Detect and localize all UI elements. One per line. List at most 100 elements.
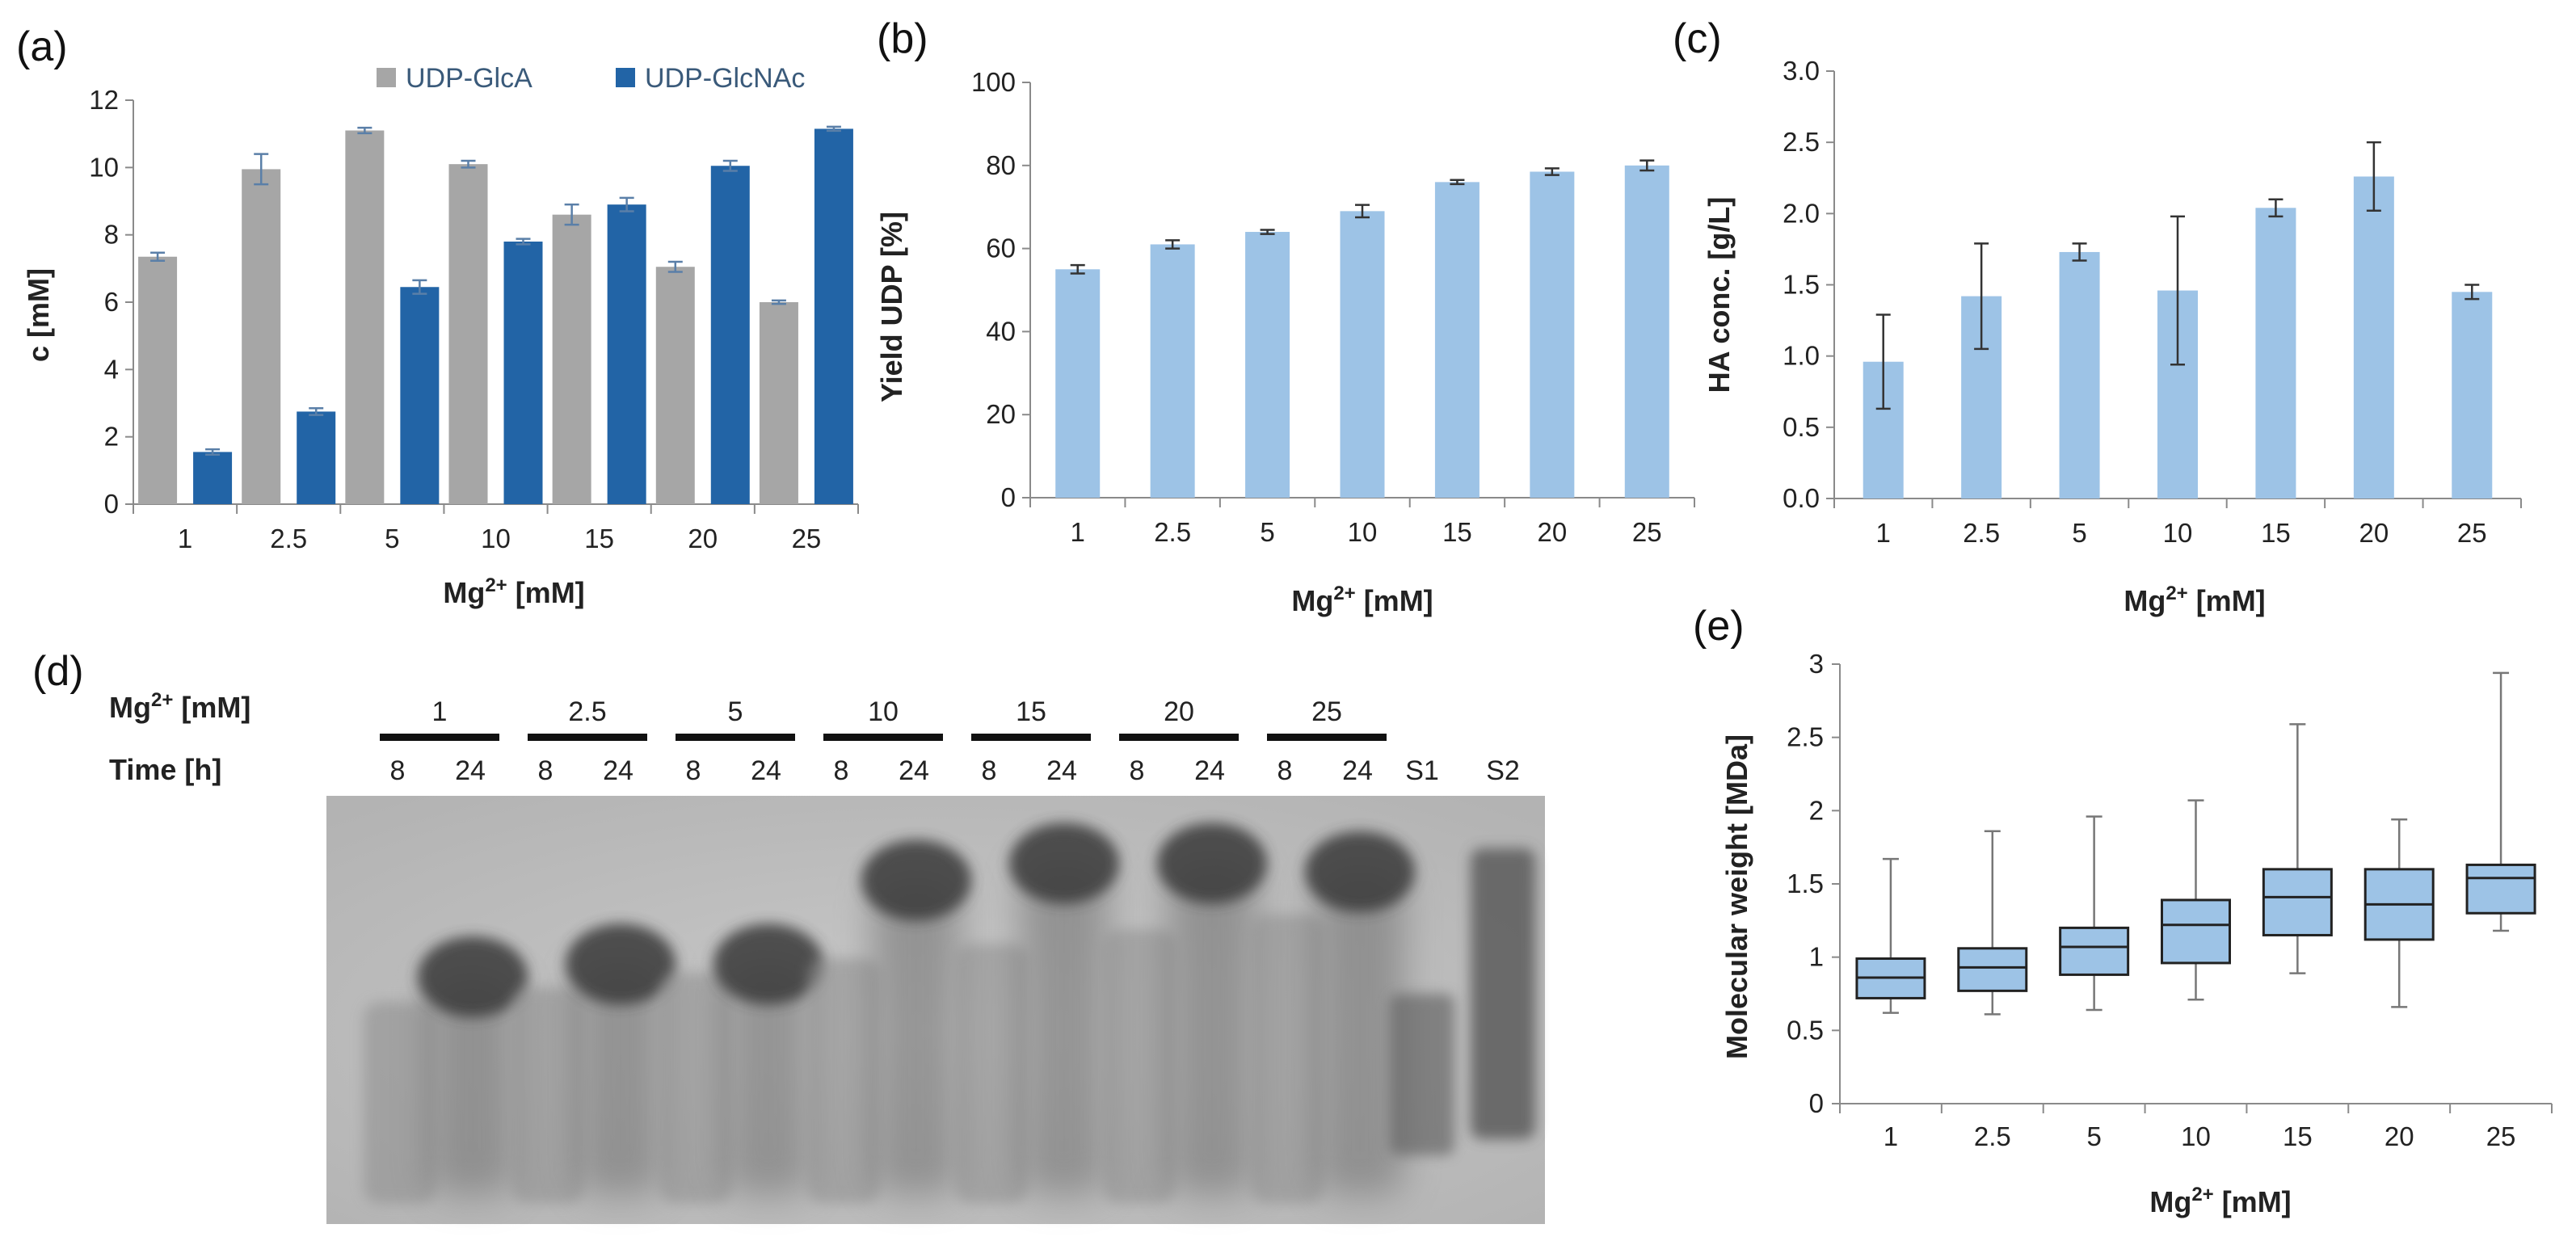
x-tick-label: 20 bbox=[1537, 517, 1567, 547]
x-tick-label: 1 bbox=[1071, 517, 1085, 547]
gel-lane-8h bbox=[1251, 915, 1324, 1204]
gel-standard-label: S1 bbox=[1405, 755, 1439, 786]
y-tick-label: 1.5 bbox=[1783, 270, 1820, 300]
bar bbox=[759, 302, 798, 504]
gel-group-label: 20 bbox=[1164, 696, 1194, 727]
x-tick-label: 25 bbox=[792, 524, 822, 553]
y-tick-label: 0.5 bbox=[1783, 412, 1820, 442]
x-tick-label: 20 bbox=[2359, 518, 2389, 548]
bar bbox=[138, 256, 178, 504]
gel-bands bbox=[364, 822, 1535, 1204]
panel-c-y-axis-title: HA conc. [g/L] bbox=[1703, 197, 1736, 393]
x-tick-label: 2.5 bbox=[1963, 518, 2000, 548]
bar bbox=[552, 214, 591, 504]
x-tick-label: 15 bbox=[2261, 518, 2291, 548]
gel-group-label: 15 bbox=[1016, 696, 1046, 727]
gel-lane-24h-band bbox=[566, 923, 676, 1005]
gel-time-row-label: Time [h] bbox=[109, 753, 221, 786]
x-tick-label: 5 bbox=[385, 524, 399, 553]
legend-swatch-udp-glca bbox=[377, 68, 396, 87]
x-tick-label: 1 bbox=[178, 524, 192, 553]
y-tick-label: 80 bbox=[986, 150, 1016, 180]
gel-time-label: 8 bbox=[686, 755, 701, 786]
panel-b-chart: Yield UDP [%] Mg2+ [mM] 0 20 40 60 80 100 1 2.5… bbox=[875, 67, 1695, 617]
gel-time-label: 8 bbox=[1277, 755, 1293, 786]
bar bbox=[297, 411, 336, 504]
gel-group-bar bbox=[1119, 734, 1239, 741]
x-tick-label: 10 bbox=[481, 524, 511, 553]
bar bbox=[814, 128, 853, 504]
gel-lane-24h-smear bbox=[872, 876, 961, 1196]
x-tick-label: 1 bbox=[1876, 518, 1891, 548]
y-tick-label: 2 bbox=[1809, 795, 1824, 825]
x-tick-label: 25 bbox=[1632, 517, 1662, 547]
panel-c-letter: (c) bbox=[1673, 15, 1722, 62]
gel-lane-24h-smear bbox=[1315, 868, 1404, 1196]
gel-group-label: 25 bbox=[1311, 696, 1342, 727]
gel-lane-24h-smear bbox=[428, 973, 517, 1196]
y-tick-label: 0 bbox=[1001, 482, 1016, 512]
bar bbox=[2059, 251, 2100, 499]
bar bbox=[503, 242, 543, 504]
bar bbox=[710, 166, 750, 504]
panel-c-chart: HA conc. [g/L] Mg2+ [mM] 0.0 0.5 1.0 1.5 2.0… bbox=[1703, 56, 2522, 617]
y-tick-label: 0.5 bbox=[1787, 1015, 1824, 1045]
gel-lane-24h-smear bbox=[576, 960, 665, 1196]
gel-mg-row-label: Mg2+ [mM] bbox=[109, 689, 250, 724]
gel-lane-24h-band bbox=[1305, 831, 1415, 912]
x-tick-label: 20 bbox=[688, 524, 718, 553]
bar bbox=[400, 287, 440, 504]
y-tick-label: 0 bbox=[1809, 1088, 1824, 1118]
gel-time-label: 24 bbox=[899, 755, 929, 786]
gel-time-label: 24 bbox=[1194, 755, 1225, 786]
y-tick-label: 40 bbox=[986, 316, 1016, 346]
gel-lane-8h bbox=[364, 1002, 436, 1204]
y-tick-label: 3 bbox=[1809, 649, 1824, 679]
gel-lane-8h bbox=[511, 987, 584, 1204]
bar bbox=[2255, 208, 2296, 499]
x-tick-label: 5 bbox=[1260, 517, 1274, 547]
gel-lane-24h-band bbox=[1157, 822, 1267, 904]
x-tick-label: 10 bbox=[2163, 518, 2193, 548]
gel-time-label: 24 bbox=[1342, 755, 1373, 786]
panel-b-y-axis-title: Yield UDP [%] bbox=[875, 212, 908, 402]
gel-lane-24h-smear bbox=[1168, 859, 1256, 1196]
legend-label-udp-glca: UDP-GlcA bbox=[406, 63, 532, 94]
gel-lane-24h-band bbox=[418, 936, 528, 1017]
x-tick-label: 10 bbox=[2181, 1121, 2211, 1151]
bar bbox=[448, 164, 488, 504]
panel-a-chart: UDP-GlcA UDP-GlcNAc c [mM] Mg2+ [mM] 0 2 4… bbox=[22, 63, 859, 609]
panel-a-legend: UDP-GlcA UDP-GlcNAc bbox=[377, 63, 805, 94]
y-tick-label: 3.0 bbox=[1783, 56, 1820, 86]
y-tick-label: 100 bbox=[971, 67, 1016, 97]
gel-time-label: 8 bbox=[390, 755, 406, 786]
gel-group-label: 5 bbox=[728, 696, 743, 727]
y-tick-label: 20 bbox=[986, 399, 1016, 429]
bar bbox=[2353, 176, 2394, 499]
panel-e-chart: Molecular weight [MDa] Mg2+ [mM] 0 0.5 1 1.… bbox=[1720, 649, 2553, 1218]
bar bbox=[1245, 232, 1290, 498]
gel-time-label: 24 bbox=[603, 755, 633, 786]
bar bbox=[1624, 165, 1669, 499]
bar bbox=[1434, 182, 1480, 499]
panel-c-x-axis-title: Mg2+ [mM] bbox=[2124, 583, 2265, 617]
y-tick-label: 8 bbox=[104, 220, 119, 250]
panel-a-x-axis-title: Mg2+ [mM] bbox=[443, 574, 584, 609]
gel-time-label: 8 bbox=[982, 755, 997, 786]
gel-time-label: 8 bbox=[538, 755, 554, 786]
legend-label-udp-glcnac: UDP-GlcNAc bbox=[645, 63, 805, 94]
x-tick-label: 5 bbox=[2086, 1121, 2101, 1151]
gel-time-label: 8 bbox=[834, 755, 849, 786]
y-tick-label: 6 bbox=[104, 287, 119, 317]
box bbox=[1957, 947, 2028, 992]
box bbox=[2262, 868, 2333, 936]
x-tick-label: 2.5 bbox=[1974, 1121, 2011, 1151]
x-tick-label: 25 bbox=[2486, 1121, 2516, 1151]
y-tick-label: 2.5 bbox=[1783, 127, 1820, 157]
x-tick-label: 15 bbox=[2283, 1121, 2313, 1151]
gel-group-label: 10 bbox=[868, 696, 899, 727]
y-tick-label: 2.0 bbox=[1783, 198, 1820, 228]
bar bbox=[655, 267, 695, 504]
gel-standard-label: S2 bbox=[1486, 755, 1520, 786]
